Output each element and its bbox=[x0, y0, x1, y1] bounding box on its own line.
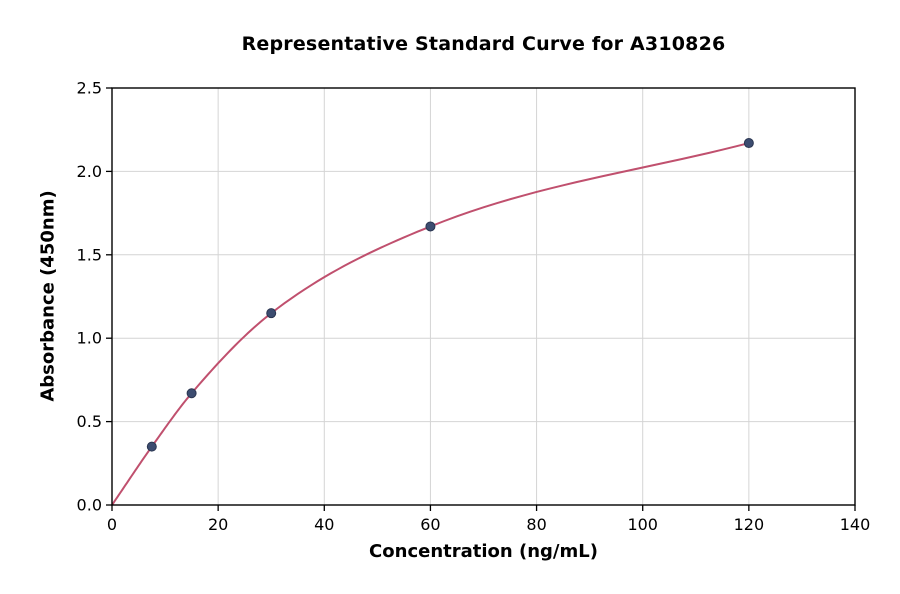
data-point-marker bbox=[146, 441, 157, 452]
y-tick-label: 0.0 bbox=[77, 496, 102, 515]
data-point-marker bbox=[186, 388, 197, 399]
chart-title: Representative Standard Curve for A31082… bbox=[241, 33, 726, 55]
x-tick-label: 140 bbox=[840, 515, 871, 534]
data-point-marker bbox=[743, 138, 754, 149]
y-tick-label: 0.5 bbox=[77, 412, 102, 431]
x-tick-label: 80 bbox=[526, 515, 546, 534]
x-tick-label: 100 bbox=[627, 515, 658, 534]
y-tick-label: 2.5 bbox=[77, 79, 102, 98]
standard-curve-line bbox=[111, 142, 750, 506]
x-tick-label: 60 bbox=[420, 515, 440, 534]
y-tick-label: 1.5 bbox=[77, 245, 102, 264]
x-axis-label: Concentration (ng/mL) bbox=[369, 541, 598, 562]
x-tick-label: 20 bbox=[208, 515, 228, 534]
data-point-marker bbox=[266, 308, 277, 319]
x-tick-label: 120 bbox=[734, 515, 765, 534]
x-tick-label: 0 bbox=[107, 515, 117, 534]
data-point-marker bbox=[425, 221, 436, 232]
y-tick-label: 1.0 bbox=[77, 329, 102, 348]
y-tick-label: 2.0 bbox=[77, 162, 102, 181]
x-tick-label: 40 bbox=[314, 515, 334, 534]
plot-border bbox=[111, 87, 856, 506]
